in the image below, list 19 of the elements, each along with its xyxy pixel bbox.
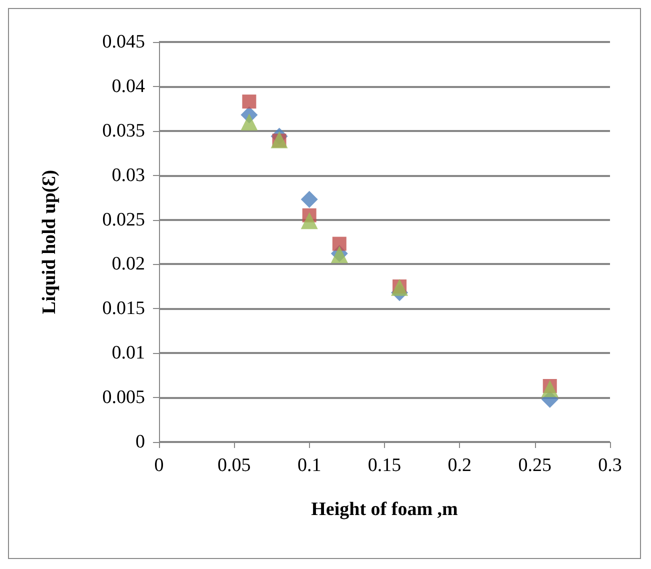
x-tick-label: 0.25: [518, 455, 552, 476]
y-tick-label: 0: [136, 432, 145, 452]
y-tick-label: 0.02: [112, 254, 145, 275]
y-tick-label: 0.005: [102, 387, 145, 408]
x-tick-label: 0.05: [218, 455, 251, 476]
y-tick-label: 0.025: [102, 209, 145, 230]
x-tick-label: 0.15: [368, 455, 402, 476]
y-tick-label: 0.015: [102, 298, 145, 320]
y-tick-label: 0.01: [112, 342, 145, 364]
x-tick-label: 0.2: [448, 455, 472, 476]
x-axis-title: Height of foam ,m: [311, 499, 458, 520]
x-tick-label: 0: [154, 455, 164, 476]
x-tick-label: 0.3: [598, 455, 622, 476]
y-tick-label: 0.04: [112, 76, 146, 97]
x-tick-label: 0.1: [297, 455, 322, 476]
y-tick-label: 0.035: [102, 120, 145, 142]
y-axis-title: Liquid hold up(Ɛ): [39, 170, 60, 314]
y-tick-label: 0.045: [102, 32, 145, 52]
y-tick-label: 0.03: [112, 164, 145, 186]
